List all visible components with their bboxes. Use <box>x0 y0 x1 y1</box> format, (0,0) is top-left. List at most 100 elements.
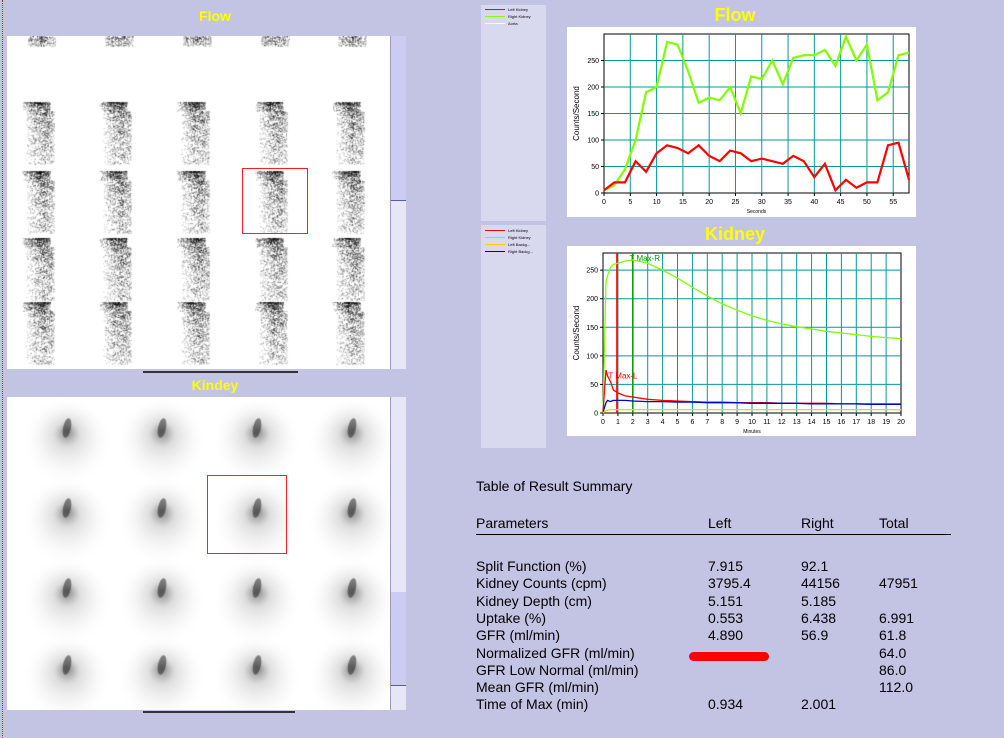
flow-legend-right-kidney: Right Kidney <box>485 14 531 20</box>
x-tick-label: 7 <box>705 419 709 426</box>
x-tick-label: 19 <box>882 419 890 426</box>
flow-vertical-scrollbar[interactable] <box>390 36 406 369</box>
kidney-scroll-thumb[interactable] <box>391 592 406 685</box>
uptake-param: Uptake (%) <box>476 609 547 626</box>
x-axis-label: Minutes <box>743 429 761 435</box>
gfr-total: 61.8 <box>879 627 907 644</box>
y-tick-label: 50 <box>590 382 598 389</box>
result-summary: Table of Result Summary Parameters Left … <box>476 478 976 728</box>
x-tick-label: 9 <box>735 419 739 426</box>
header-parameters: Parameters <box>476 515 549 531</box>
x-tick-label: 8 <box>720 419 724 426</box>
x-tick-label: 5 <box>676 419 680 426</box>
summary-title: Table of Result Summary <box>476 478 633 494</box>
flow-image-panel[interactable] <box>7 36 390 369</box>
x-tick-label: 13 <box>793 419 801 426</box>
flow-chart: 0 5 10 15 20 25 30 35 40 45 50 55 0 50 100 150 200 250 Sec… <box>567 27 916 217</box>
annotation-label: T Max-R <box>630 254 661 263</box>
y-tick-label: 150 <box>586 325 598 332</box>
x-tick-label: 5 <box>628 199 632 206</box>
kidney-panel-title: Kindey <box>191 377 239 393</box>
x-tick-label: 2 <box>631 419 635 426</box>
kidney-depth-right: 5.185 <box>801 592 837 609</box>
kidney-image-frames <box>7 397 390 710</box>
x-tick-label: 55 <box>889 199 897 206</box>
x-tick-label: 15 <box>679 199 687 206</box>
x-tick-label: 30 <box>758 199 766 206</box>
x-tick-label: 25 <box>732 199 740 206</box>
kidney-counts-left: 3795.4 <box>708 575 751 592</box>
split-function-left: 7.915 <box>708 558 744 574</box>
series-line-right-kidney <box>602 259 902 414</box>
uptake-total: 6.991 <box>879 609 915 626</box>
left-border <box>2 0 4 738</box>
kidney-chart-svg: 0 1 2 3 4 5 6 7 8 9 10 11 12 13 14 15 16 17 18 19 2005010015… <box>572 252 905 435</box>
kidney-legend-left-background: Left Backg... <box>485 242 530 248</box>
y-axis-label: Counts/Second <box>572 86 581 141</box>
time-of-max-left: 0.934 <box>708 696 744 713</box>
y-tick-label: 100 <box>587 138 599 145</box>
x-tick-label: 35 <box>784 199 792 206</box>
kidney-legend-right-kidney: Right Kidney <box>485 235 531 241</box>
flow-horizontal-scrollbar[interactable] <box>143 371 298 373</box>
split-function-right: 92.1 <box>801 558 829 574</box>
y-tick-label: 0 <box>595 191 599 198</box>
x-tick-label: 10 <box>748 419 756 426</box>
y-tick-label: 150 <box>587 111 599 118</box>
kidney-counts-total: 47951 <box>879 575 918 592</box>
x-tick-label: 40 <box>810 199 818 206</box>
flow-image-frames <box>7 36 390 369</box>
flow-scroll-marker <box>391 200 406 201</box>
header-total: Total <box>879 515 909 531</box>
x-tick-label: 0 <box>601 419 605 426</box>
y-tick-label: 200 <box>586 296 598 303</box>
y-axis-label: Counts/Second <box>572 306 581 361</box>
kidney-counts-param: Kidney Counts (cpm) <box>476 575 607 592</box>
x-tick-label: 18 <box>867 419 875 426</box>
series-line-right-backg- <box>602 399 901 414</box>
annotation-label: T Max-L <box>608 372 638 381</box>
x-tick-label: 1 <box>616 419 620 426</box>
y-tick-label: 250 <box>586 268 598 275</box>
kidney-roi-box[interactable] <box>207 475 287 554</box>
x-tick-label: 15 <box>823 419 831 426</box>
kidney-vertical-scrollbar[interactable] <box>390 397 406 710</box>
x-axis-label: Seconds <box>747 209 767 215</box>
kidney-legend-right-background: Right Backg... <box>485 249 533 255</box>
x-tick-label: 17 <box>852 419 860 426</box>
flow-chart-title: Flow <box>714 5 756 25</box>
gfr-low-normal-total: 86.0 <box>879 661 907 678</box>
flow-chart-svg: 0 5 10 15 20 25 30 35 40 45 50 55 0 50 100 150 200 250 Sec… <box>572 33 911 215</box>
x-tick-label: 10 <box>653 199 661 206</box>
kidney-horizontal-scrollbar[interactable] <box>143 711 295 713</box>
x-tick-label: 20 <box>897 419 905 426</box>
kidney-depth-param: Kidney Depth (cm) <box>476 592 592 609</box>
kidney-chart: 0 1 2 3 4 5 6 7 8 9 10 11 12 13 14 15 16 17 18 19 20 0 50 100 15… <box>567 246 916 436</box>
uptake-left: 0.553 <box>708 609 744 626</box>
mean-gfr-total: 112.0 <box>879 679 913 696</box>
kidney-legend: Left Kidney Right Kidney Left Backg... R… <box>481 225 546 448</box>
x-tick-label: 12 <box>778 419 786 426</box>
y-tick-label: 100 <box>586 353 598 360</box>
flow-roi-box[interactable] <box>242 168 308 234</box>
flow-legend-aorta: Aorta <box>485 21 518 27</box>
header-left: Left <box>708 515 732 531</box>
uptake-right: 6.438 <box>801 609 837 626</box>
flow-scroll-thumb[interactable] <box>391 36 406 200</box>
time-of-max-right: 2.001 <box>801 696 837 713</box>
x-tick-label: 11 <box>763 419 770 426</box>
x-tick-label: 45 <box>837 199 845 206</box>
gfr-low-normal-param: GFR Low Normal (ml/min) <box>476 661 639 678</box>
gfr-right: 56.9 <box>801 627 829 644</box>
y-tick-label: 0 <box>594 411 598 418</box>
flow-legend: Left Kidney Right Kidney Aorta <box>481 5 546 221</box>
x-tick-label: 14 <box>808 419 816 426</box>
kidney-depth-left: 5.151 <box>708 592 744 609</box>
gfr-left: 4.890 <box>708 627 744 644</box>
kidney-chart-title: Kidney <box>704 224 765 244</box>
kidney-image-panel[interactable] <box>7 397 390 710</box>
series-line-left-kidney <box>603 141 911 193</box>
mean-gfr-param: Mean GFR (ml/min) <box>476 679 599 696</box>
y-tick-label: 250 <box>587 58 599 65</box>
flow-panel-title: Flow <box>199 8 231 24</box>
